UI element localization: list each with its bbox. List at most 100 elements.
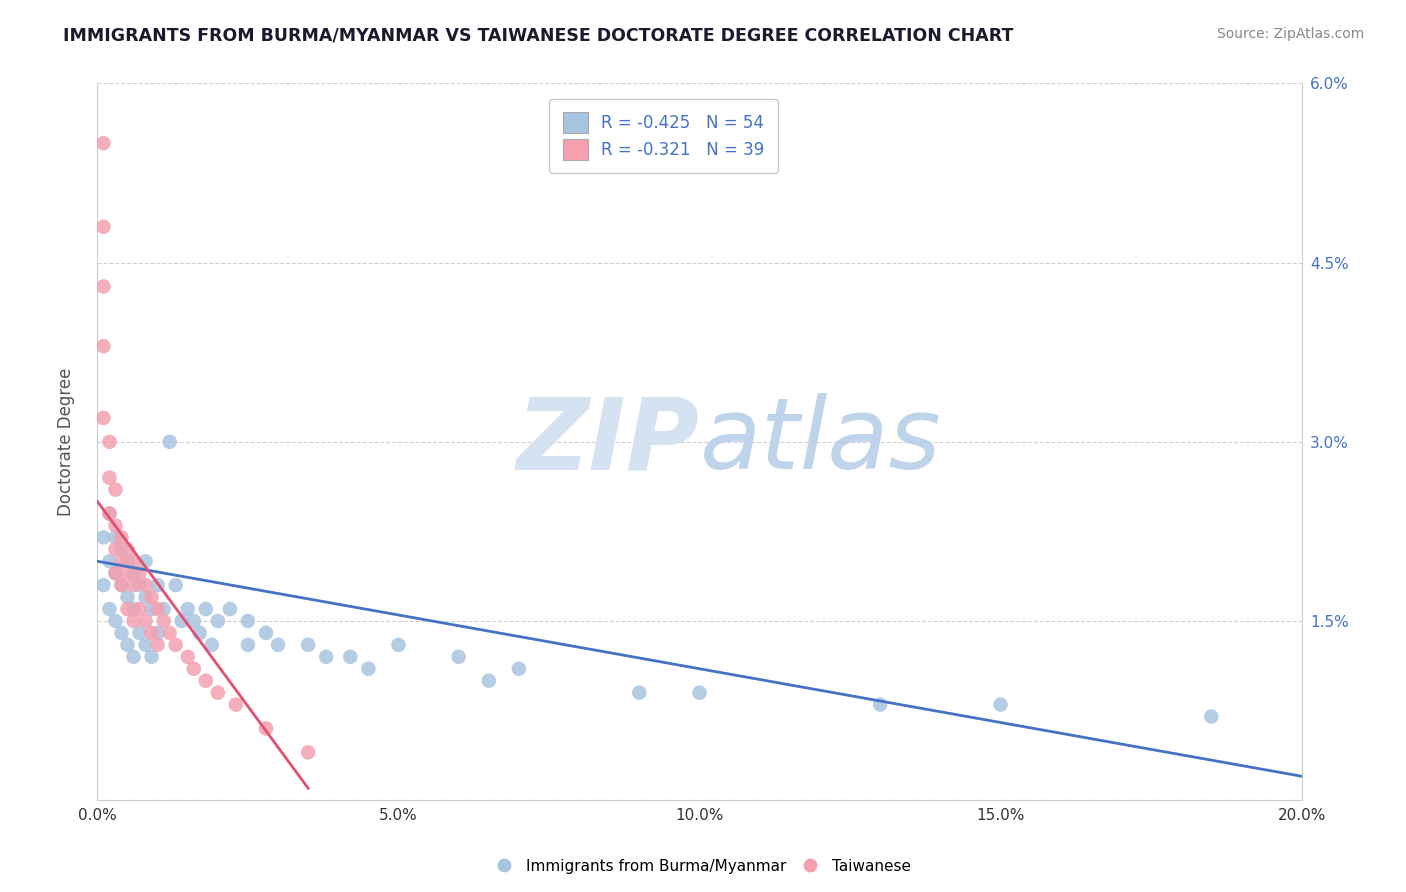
Point (104, 483, 127, 497)
Point (869, 698, 891, 712)
Point (141, 626, 163, 640)
Point (110, 626, 132, 640)
Point (165, 638, 187, 652)
Point (177, 649, 200, 664)
Point (110, 554, 132, 568)
Point (135, 578, 157, 592)
Point (159, 434, 181, 449)
Point (104, 566, 127, 581)
Point (387, 638, 409, 652)
Point (225, 698, 247, 712)
Point (117, 590, 139, 604)
Point (170, 614, 193, 628)
Point (152, 602, 174, 616)
Point (122, 566, 145, 581)
Point (236, 638, 259, 652)
Point (110, 542, 132, 557)
Point (152, 614, 174, 628)
Point (990, 698, 1012, 712)
Point (159, 626, 181, 640)
Point (122, 649, 145, 664)
Point (146, 626, 169, 640)
Point (357, 662, 380, 676)
Point (117, 554, 139, 568)
Point (141, 602, 163, 616)
Point (122, 602, 145, 616)
Text: atlas: atlas (700, 393, 941, 491)
Point (117, 602, 139, 616)
Point (135, 638, 157, 652)
Point (104, 542, 127, 557)
Point (104, 614, 127, 628)
Point (128, 566, 150, 581)
Text: ZIP: ZIP (516, 393, 700, 491)
Point (128, 626, 150, 640)
Point (93, 578, 115, 592)
Point (218, 602, 240, 616)
Legend: R = -0.425   N = 54, R = -0.321   N = 39: R = -0.425 N = 54, R = -0.321 N = 39 (550, 99, 778, 173)
Point (117, 542, 139, 557)
Point (183, 614, 205, 628)
Text: IMMIGRANTS FROM BURMA/MYANMAR VS TAIWANESE DOCTORATE DEGREE CORRELATION CHART: IMMIGRANTS FROM BURMA/MYANMAR VS TAIWANE… (63, 27, 1014, 45)
Legend: Immigrants from Burma/Myanmar, Taiwanese: Immigrants from Burma/Myanmar, Taiwanese (489, 853, 917, 880)
Point (128, 578, 150, 592)
Point (194, 602, 217, 616)
Point (117, 566, 139, 581)
Point (98, 602, 121, 616)
Point (689, 686, 711, 700)
Point (508, 662, 530, 676)
Point (315, 649, 337, 664)
Point (104, 566, 127, 581)
Point (254, 626, 277, 640)
Point (110, 530, 132, 544)
Point (98, 470, 121, 484)
Y-axis label: Doctorate Degree: Doctorate Degree (58, 368, 75, 516)
Point (98, 434, 121, 449)
Point (117, 638, 139, 652)
Point (1201, 709, 1223, 723)
Point (201, 638, 224, 652)
Point (297, 638, 319, 652)
Point (194, 673, 217, 688)
Point (93, 219, 115, 234)
Point (146, 602, 169, 616)
Point (447, 649, 470, 664)
Point (628, 686, 651, 700)
Point (188, 626, 211, 640)
Point (104, 518, 127, 533)
Point (146, 638, 169, 652)
Point (141, 649, 163, 664)
Point (93, 136, 115, 150)
Point (128, 602, 150, 616)
Point (207, 686, 229, 700)
Point (267, 638, 290, 652)
Point (110, 578, 132, 592)
Point (122, 554, 145, 568)
Point (236, 614, 259, 628)
Point (207, 614, 229, 628)
Point (110, 578, 132, 592)
Point (93, 279, 115, 293)
Point (98, 507, 121, 521)
Point (122, 578, 145, 592)
Point (183, 662, 205, 676)
Point (122, 614, 145, 628)
Text: Source: ZipAtlas.com: Source: ZipAtlas.com (1216, 27, 1364, 41)
Point (177, 602, 200, 616)
Point (93, 530, 115, 544)
Point (104, 530, 127, 544)
Point (98, 507, 121, 521)
Point (339, 649, 361, 664)
Point (93, 411, 115, 425)
Point (141, 590, 163, 604)
Point (146, 578, 169, 592)
Point (135, 554, 157, 568)
Point (254, 722, 277, 736)
Point (135, 614, 157, 628)
Point (165, 578, 187, 592)
Point (135, 590, 157, 604)
Point (93, 339, 115, 353)
Point (297, 745, 319, 759)
Point (98, 554, 121, 568)
Point (478, 673, 501, 688)
